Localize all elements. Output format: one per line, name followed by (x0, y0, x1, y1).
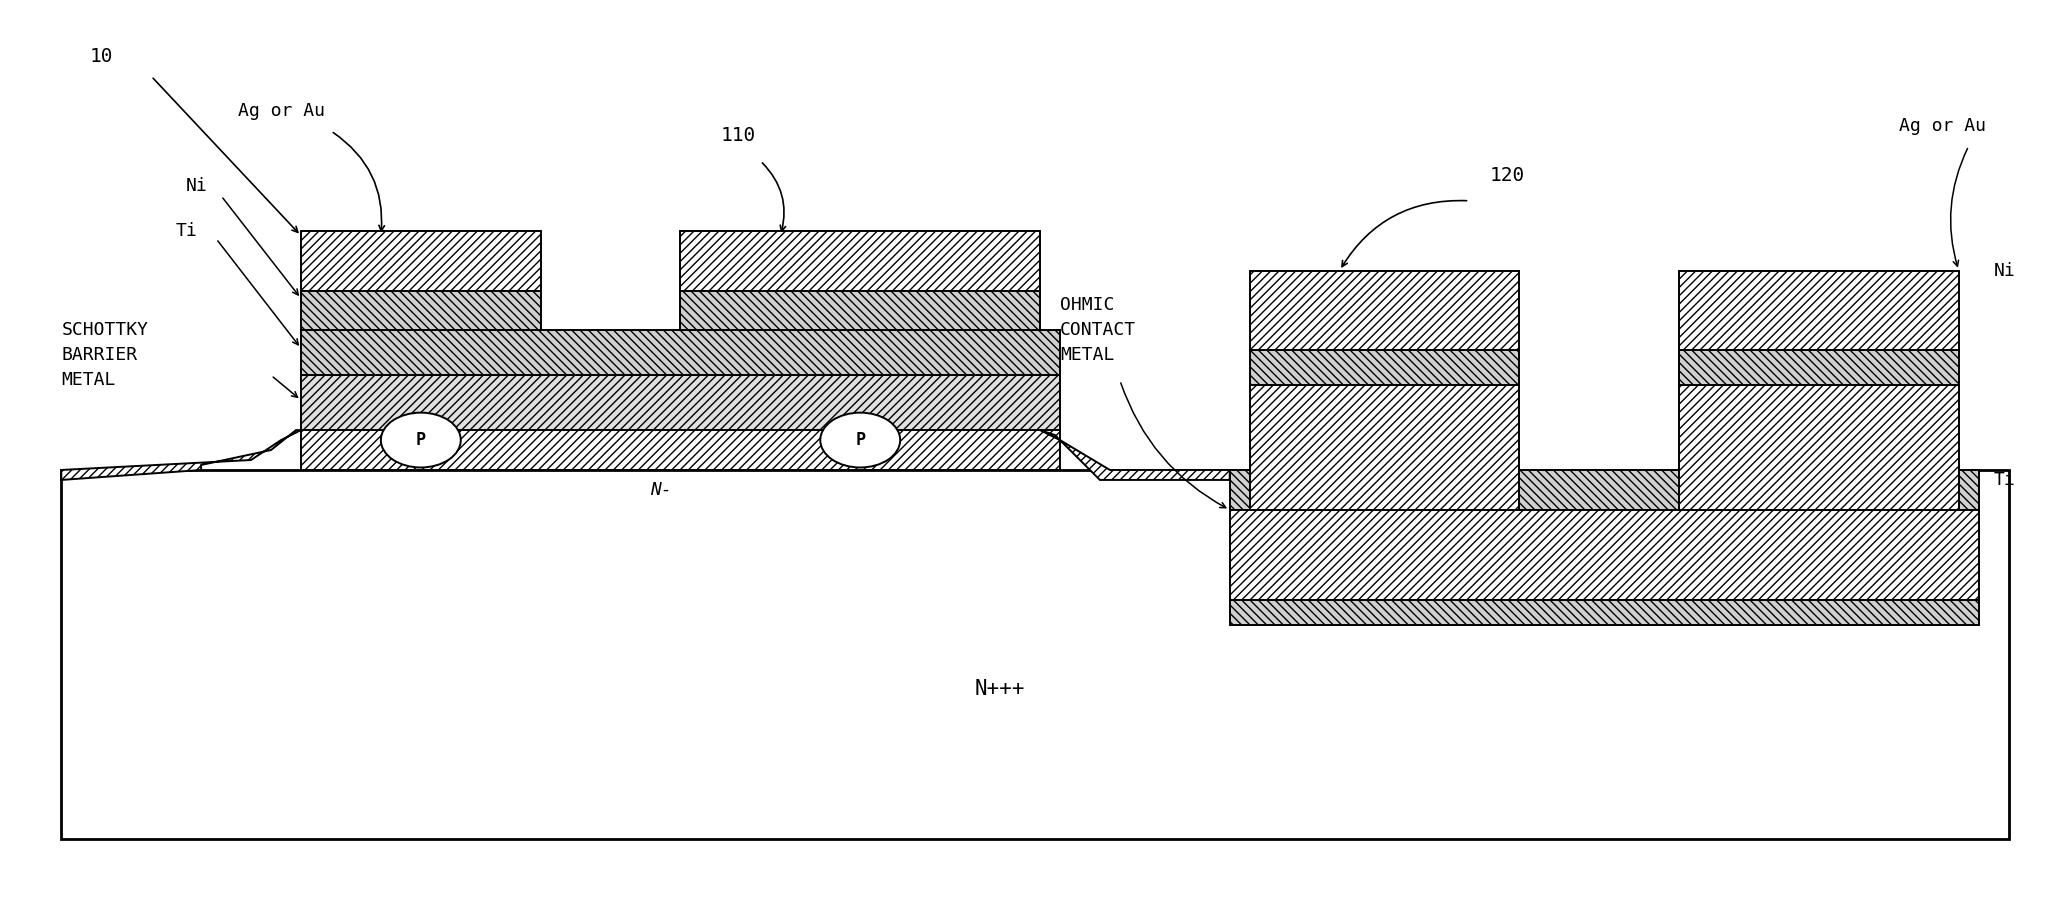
Text: SCHOTTKY
BARRIER
METAL: SCHOTTKY BARRIER METAL (62, 321, 149, 390)
Bar (1230, 470, 1979, 509)
Ellipse shape (819, 413, 900, 467)
Bar (681, 291, 1040, 330)
Bar (1680, 270, 1959, 351)
Text: Ti: Ti (1994, 471, 2014, 489)
Text: 10: 10 (89, 47, 114, 66)
Bar (1249, 351, 1519, 385)
Bar (1249, 385, 1519, 509)
Ellipse shape (382, 413, 460, 467)
Text: Ni: Ni (186, 177, 206, 195)
Text: N-: N- (650, 481, 671, 499)
Text: Ag or Au: Ag or Au (237, 102, 324, 120)
Bar (301, 380, 1061, 470)
Text: Ni: Ni (1994, 261, 2014, 280)
Text: 110: 110 (720, 126, 755, 145)
Bar (301, 291, 541, 330)
Text: P: P (854, 431, 865, 450)
Text: Ag or Au: Ag or Au (1899, 117, 1986, 135)
Bar (1230, 509, 1979, 600)
Bar (62, 470, 2008, 839)
Text: OHMIC
CONTACT
METAL: OHMIC CONTACT METAL (1061, 296, 1135, 365)
Text: 120: 120 (1490, 166, 1525, 185)
Bar (301, 376, 1061, 430)
Bar (1230, 600, 1979, 625)
Bar (301, 330, 1061, 376)
Text: N+++: N+++ (974, 679, 1026, 700)
Text: P: P (415, 431, 425, 450)
Bar (1680, 385, 1959, 509)
Polygon shape (1040, 430, 1230, 480)
Bar (681, 231, 1040, 291)
Bar (1680, 351, 1959, 385)
Bar (301, 231, 541, 291)
Bar (1249, 270, 1519, 351)
Polygon shape (62, 430, 301, 480)
Text: Ti: Ti (175, 222, 196, 240)
